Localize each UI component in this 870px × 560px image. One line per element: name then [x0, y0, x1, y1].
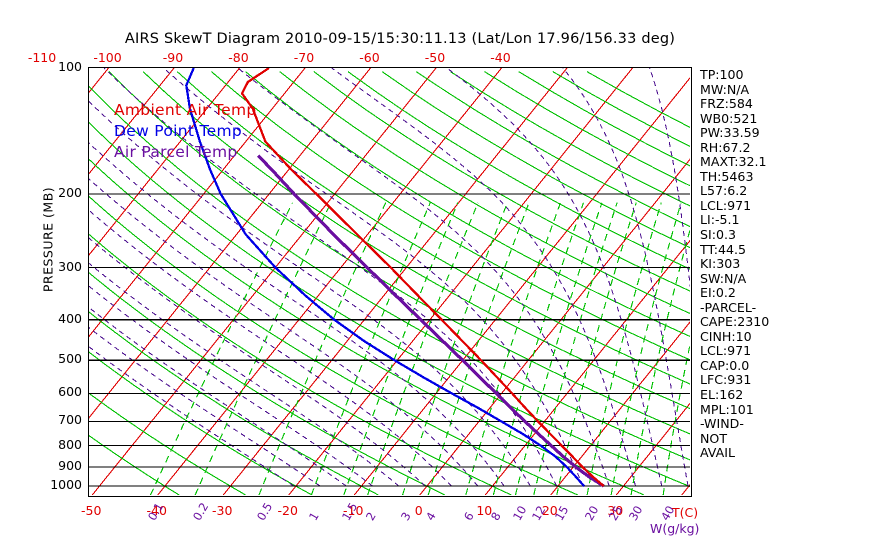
param-sw: SW:N/A	[700, 270, 747, 286]
param-tt: TT:44.5	[700, 241, 747, 257]
param-si: SI:0.3	[700, 227, 736, 243]
param-pw: PW:33.59	[700, 125, 760, 141]
bottom-temp-tick: 0	[414, 503, 423, 518]
skewt-plot-area	[88, 67, 692, 497]
pressure-tick: 200	[58, 184, 82, 200]
param-avail: AVAIL	[700, 445, 735, 461]
param-rh: RH:67.2	[700, 139, 751, 155]
bottom-temp-tick: -20	[277, 503, 298, 518]
pressure-tick: 400	[58, 310, 82, 326]
param-th: TH:5463	[700, 168, 754, 184]
param-frz: FRZ:584	[700, 96, 753, 112]
top-temp-tick: -40	[490, 50, 511, 65]
param-not: NOT	[700, 430, 728, 446]
parameter-panel: TP:100 MW:N/A FRZ:584 WB0:521 PW:33.59 RH:67.…	[700, 67, 850, 461]
pressure-tick: 600	[58, 384, 82, 400]
temp-axis-name: T(C)	[672, 505, 699, 520]
bottom-temp-tick: -30	[212, 503, 233, 518]
top-temp-tick: -70	[293, 50, 315, 65]
mixing-ratio-tick: 10	[510, 503, 530, 523]
pressure-tick: 800	[58, 436, 82, 452]
param-cap: CAP:0.0	[700, 357, 750, 373]
pressure-tick: 900	[58, 458, 82, 473]
mixing-ratio-tick: 4	[423, 509, 440, 523]
mixing-ratio-tick: 1	[306, 509, 323, 523]
param-mpl: MPL:101	[700, 401, 754, 417]
param-lcl: LCL:971	[700, 343, 752, 359]
param-li: LI:-5.1	[700, 212, 740, 228]
legend-item-3: Air Parcel Temp	[114, 143, 238, 161]
pressure-tick: 100	[58, 59, 82, 74]
param-ki: KI:303	[700, 256, 741, 272]
pressure-tick: 700	[58, 412, 82, 428]
bottom-temp-tick: 10	[476, 503, 493, 518]
mixing-ratio-tick: 2	[362, 509, 379, 523]
param-l57: L57:6.2	[700, 183, 748, 199]
mixing-axis-name: W(g/kg)	[650, 521, 700, 536]
param-cape: CAPE:2310	[700, 314, 770, 330]
skewt-plot-svg	[89, 68, 690, 495]
param-el: EL:162	[700, 387, 744, 403]
param-parcel: -PARCEL-	[700, 299, 757, 315]
bottom-temp-tick: 20	[541, 503, 558, 518]
top-temp-tick: -90	[162, 50, 184, 65]
pressure-tick: 500	[58, 351, 82, 367]
page-title: AIRS SkewT Diagram 2010-09-15/15:30:11.1…	[124, 31, 676, 47]
param-wind: -WIND-	[700, 416, 744, 432]
bottom-temp-tick: 30	[607, 503, 624, 518]
bottom-temp-tick: -10	[343, 503, 364, 518]
param-cinh: CINH:10	[700, 328, 752, 344]
top-temp-tick: -60	[359, 50, 380, 65]
param-mw: MW:N/A	[700, 81, 750, 97]
mixing-ratio-tick: 8	[488, 509, 505, 523]
pressure-tick: 300	[58, 258, 82, 274]
legend-item-2: Dew Point Temp	[114, 122, 242, 140]
param-lcl: LCL:971	[700, 197, 752, 213]
param-lfc: LFC:931	[700, 372, 752, 388]
bottom-temp-tick: -40	[146, 503, 167, 518]
legend-item-1: Ambient Air Temp	[114, 101, 257, 119]
top-temp-tick: -50	[424, 50, 446, 65]
pressure-tick: 1000	[50, 477, 82, 493]
bottom-temp-tick: -50	[81, 503, 102, 518]
top-temp-tick: -100	[93, 50, 122, 65]
top-temp-tick: -80	[228, 50, 249, 65]
top-temp-tick: -110	[27, 50, 57, 65]
param-maxt: MAXT:32.1	[700, 154, 767, 170]
param-ei: EI:0.2	[700, 285, 736, 301]
param-tp: TP:100	[700, 67, 744, 82]
param-wb0: WB0:521	[700, 110, 758, 126]
legend: Ambient Air Temp Dew Point Temp Air Parcel…	[114, 101, 257, 164]
